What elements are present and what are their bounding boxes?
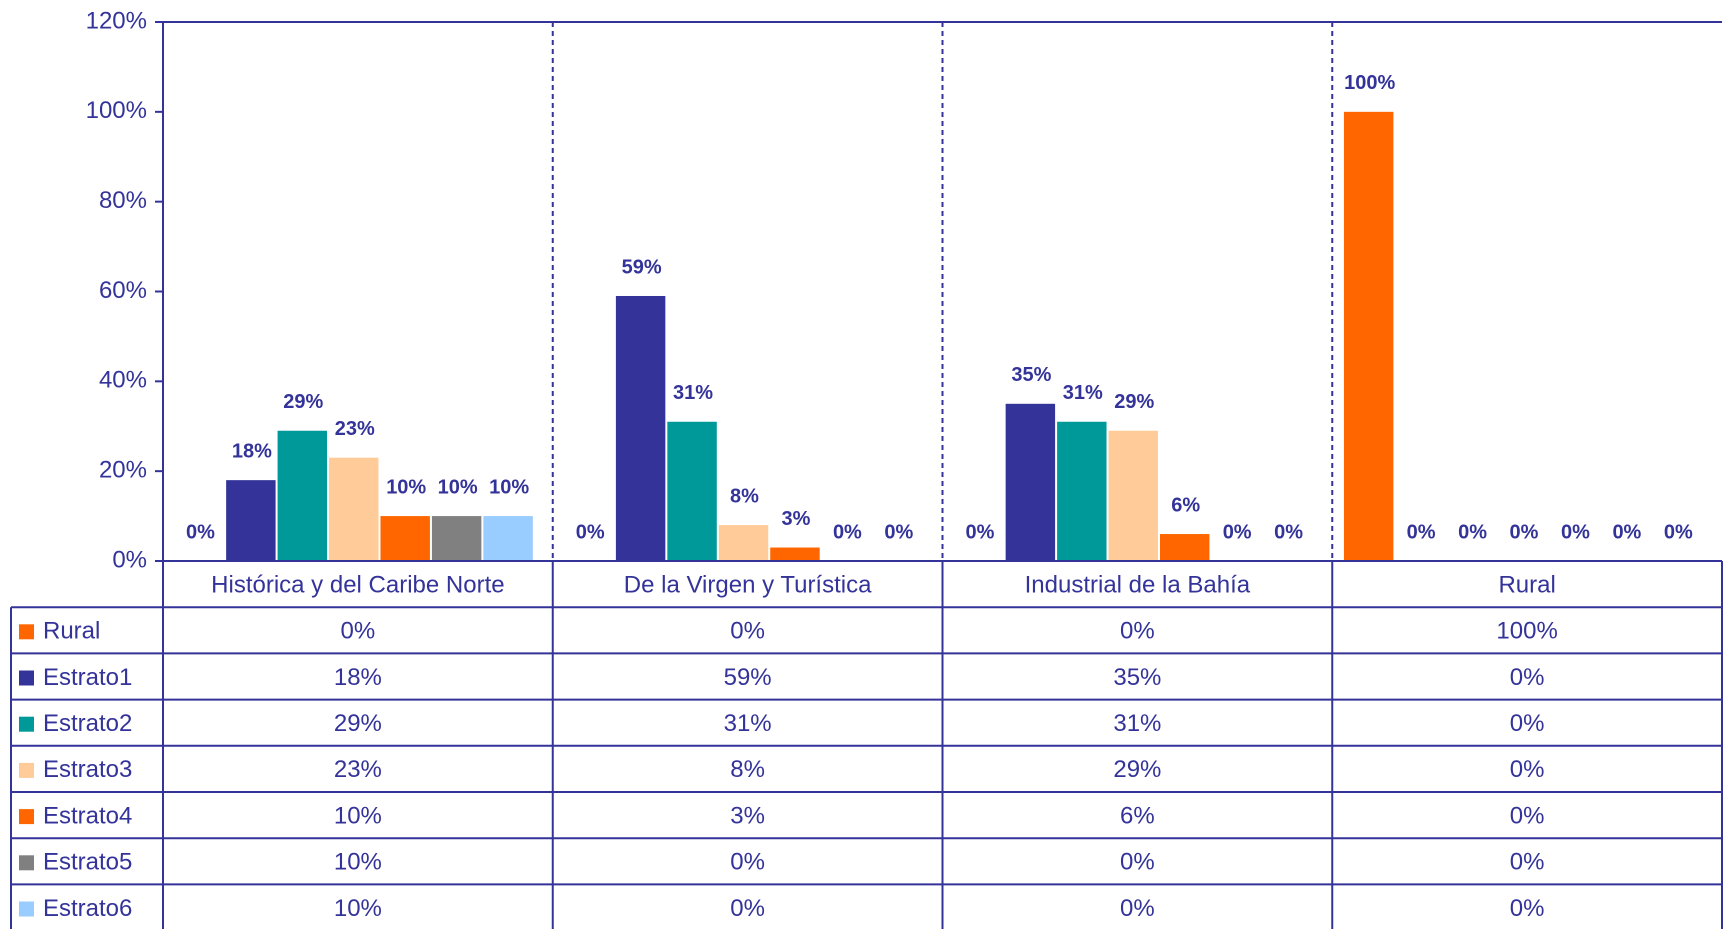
table-cell: 0% [730, 618, 765, 645]
y-tick-label: 80% [99, 187, 147, 214]
bar [1057, 421, 1107, 561]
bar [431, 516, 482, 561]
table-cell: 0% [730, 849, 765, 876]
data-label: 0% [1274, 521, 1303, 543]
legend-key [19, 762, 34, 778]
data-label: 23% [335, 418, 375, 440]
bar [226, 480, 276, 561]
table-cell: 3% [730, 802, 765, 829]
legend-label: Estrato4 [43, 802, 132, 829]
table-cell: 0% [1510, 802, 1545, 829]
y-tick-label: 20% [99, 457, 147, 484]
data-label: 6% [1171, 494, 1200, 516]
data-label: 0% [1561, 521, 1590, 543]
legend-key [19, 624, 34, 640]
bar [483, 516, 533, 561]
table-cell: 0% [1510, 756, 1545, 783]
bar [329, 457, 379, 561]
bar [380, 516, 430, 561]
table-cell: 23% [334, 756, 382, 783]
data-label: 18% [232, 440, 272, 462]
table-cell: 18% [334, 664, 382, 691]
legend-key [19, 716, 34, 732]
x-tick-label: Rural [1498, 571, 1555, 598]
bar [1159, 534, 1210, 561]
bar [667, 421, 717, 561]
data-label: 0% [576, 521, 605, 543]
data-label: 100% [1344, 72, 1395, 94]
data-label: 0% [1510, 521, 1539, 543]
table-cell: 0% [1510, 710, 1545, 737]
table-cell: 59% [724, 664, 772, 691]
data-label: 8% [730, 485, 759, 507]
table-cell: 0% [730, 895, 765, 922]
data-label: 0% [1458, 521, 1487, 543]
legend-key [19, 670, 34, 686]
table-cell: 35% [1113, 664, 1161, 691]
data-label: 0% [1407, 521, 1436, 543]
y-tick-label: 40% [99, 367, 147, 394]
table-cell: 0% [1120, 618, 1155, 645]
legend-key [19, 901, 34, 917]
bar [1343, 111, 1394, 561]
bar [615, 295, 666, 561]
bar [770, 547, 820, 561]
table-cell: 0% [1120, 849, 1155, 876]
data-label: 0% [965, 521, 994, 543]
table-cell: 31% [1113, 710, 1161, 737]
data-label: 29% [1114, 391, 1154, 413]
y-tick-label: 100% [86, 97, 147, 124]
table-cell: 6% [1120, 802, 1155, 829]
data-label: 0% [186, 521, 215, 543]
data-label: 31% [673, 382, 713, 404]
data-label: 29% [283, 391, 323, 413]
data-label: 31% [1063, 382, 1103, 404]
legend-key [19, 855, 34, 871]
y-tick-label: 60% [99, 277, 147, 304]
data-label: 0% [1612, 521, 1641, 543]
x-tick-label: Histórica y del Caribe Norte [211, 571, 504, 598]
x-tick-label: Industrial de la Bahía [1025, 571, 1251, 598]
legend-label: Rural [43, 618, 100, 645]
legend-label: Estrato2 [43, 710, 132, 737]
table-cell: 0% [1510, 849, 1545, 876]
bar [718, 525, 769, 561]
legend-label: Estrato6 [43, 895, 132, 922]
table-cell: 0% [1510, 664, 1545, 691]
data-label: 10% [438, 476, 478, 498]
table-cell: 29% [334, 710, 382, 737]
data-label: 0% [1223, 521, 1252, 543]
legend-label: Estrato1 [43, 664, 132, 691]
legend-label: Estrato5 [43, 849, 132, 876]
bar [277, 430, 328, 561]
table-cell: 100% [1496, 618, 1557, 645]
legend-key [19, 809, 34, 825]
bar [1108, 430, 1158, 561]
legend-label: Estrato3 [43, 756, 132, 783]
data-label: 10% [386, 476, 426, 498]
table-cell: 31% [724, 710, 772, 737]
data-label: 0% [884, 521, 913, 543]
data-label: 0% [1664, 521, 1693, 543]
table-cell: 0% [1510, 895, 1545, 922]
x-tick-label: De la Virgen y Turística [624, 571, 872, 598]
table-cell: 8% [730, 756, 765, 783]
table-cell: 10% [334, 849, 382, 876]
table-cell: 10% [334, 802, 382, 829]
table-cell: 0% [341, 618, 376, 645]
table-cell: 29% [1113, 756, 1161, 783]
data-label: 59% [622, 256, 662, 278]
data-label: 0% [833, 521, 862, 543]
y-tick-label: 120% [86, 7, 147, 34]
data-label: 35% [1011, 364, 1051, 386]
bar [1005, 403, 1056, 561]
data-label: 10% [489, 476, 529, 498]
table-cell: 0% [1120, 895, 1155, 922]
table-cell: 10% [334, 895, 382, 922]
y-tick-label: 0% [112, 546, 147, 573]
data-label: 3% [782, 508, 811, 530]
